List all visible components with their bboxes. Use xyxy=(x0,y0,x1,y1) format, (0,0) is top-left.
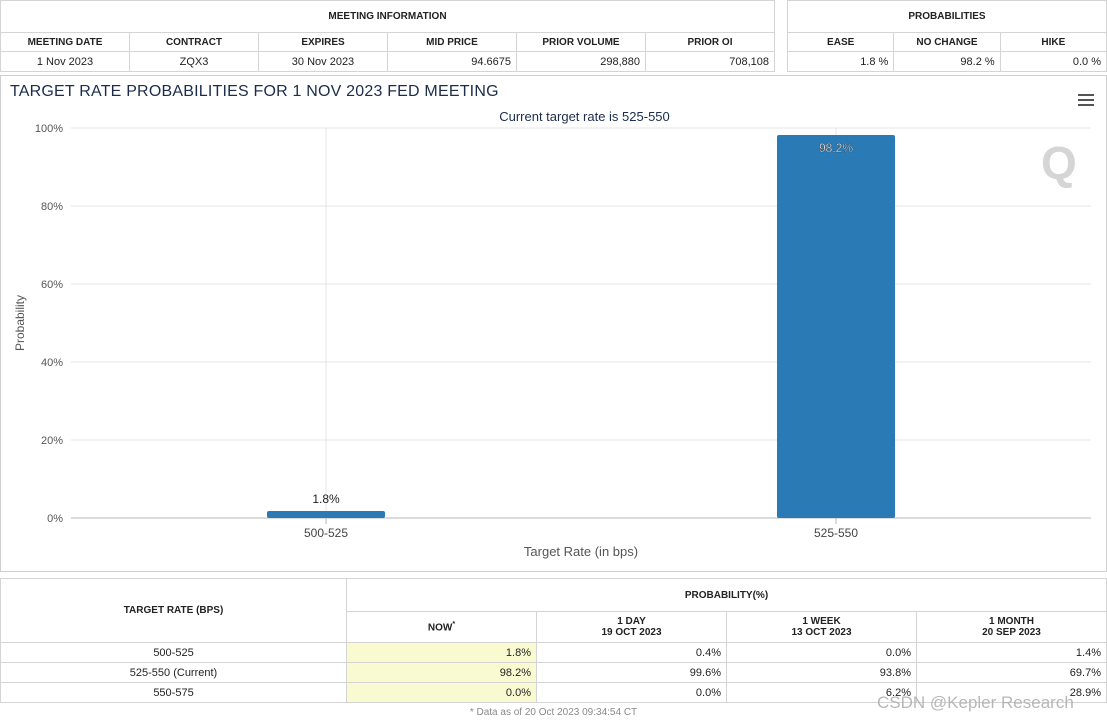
x-tick-label: 525-550 xyxy=(814,526,858,540)
row-1-month: 1.4% xyxy=(916,642,1107,663)
data-label: 98.2% xyxy=(819,141,853,155)
x-axis-title: Target Rate (in bps) xyxy=(524,544,638,559)
probability-history-table: TARGET RATE (BPS) PROBABILITY(%) NOW* 1 … xyxy=(0,578,1107,703)
value-expires: 30 Nov 2023 xyxy=(258,51,388,72)
watermark: CSDN @Kepler Research xyxy=(877,693,1074,712)
y-tick-label: 40% xyxy=(41,357,63,369)
chart-subtitle: Current target rate is 525-550 xyxy=(499,109,670,124)
header-hike: HIKE xyxy=(999,32,1107,52)
y-tick-label: 20% xyxy=(41,435,63,447)
row-1-week: 0.0% xyxy=(726,642,917,663)
probabilities-title: PROBABILITIES xyxy=(787,0,1107,33)
header-expires: EXPIRES xyxy=(258,32,388,52)
data-label: 1.8% xyxy=(312,492,340,506)
row-1-day: 0.4% xyxy=(536,642,727,663)
value-no-change: 98.2 % xyxy=(893,51,1001,72)
value-hike: 0.0 % xyxy=(999,51,1107,72)
row-1-day: 0.0% xyxy=(536,682,727,703)
y-tick-label: 100% xyxy=(35,123,63,135)
header-ease: EASE xyxy=(786,32,895,52)
header-target-rate: TARGET RATE (BPS) xyxy=(0,578,347,643)
value-prior-volume: 298,880 xyxy=(516,51,646,72)
table-row: 550-575 0.0% 0.0% 6.2% 28.9% xyxy=(0,682,1107,703)
table-row: 525-550 (Current) 98.2% 99.6% 93.8% 69.7… xyxy=(0,662,1107,683)
y-tick-label: 60% xyxy=(41,279,63,291)
y-tick-label: 80% xyxy=(41,201,63,213)
header-prior-volume: PRIOR VOLUME xyxy=(516,32,646,52)
header-prior-oi: PRIOR OI xyxy=(645,32,775,52)
hamburger-menu-icon[interactable] xyxy=(1078,94,1094,106)
data-timestamp-footnote: * Data as of 20 Oct 2023 09:34:54 CT xyxy=(469,707,638,718)
chart-panel: TARGET RATE PROBABILITIES FOR 1 NOV 2023… xyxy=(0,75,1107,572)
x-tick-label: 500-525 xyxy=(304,526,348,540)
meeting-info-title: MEETING INFORMATION xyxy=(0,0,775,33)
header-probability-group: PROBABILITY(%) xyxy=(346,578,1107,612)
header-now: NOW* xyxy=(346,611,537,643)
chart-title: TARGET RATE PROBABILITIES FOR 1 NOV 2023… xyxy=(10,83,499,100)
header-1-day: 1 DAY 19 OCT 2023 xyxy=(536,611,727,643)
row-now: 98.2% xyxy=(346,662,537,683)
row-rate: 525-550 (Current) xyxy=(0,662,347,683)
header-1-week: 1 WEEK 13 OCT 2023 xyxy=(726,611,917,643)
bar-chart: 0% 20% 40% 60% 80% 100% 500-525 525-550 1.8% 98.2… xyxy=(13,123,1091,559)
y-axis-title: Probability xyxy=(13,295,27,351)
q-logo: Q xyxy=(1041,137,1077,189)
row-1-day: 99.6% xyxy=(536,662,727,683)
header-mid-price: MID PRICE xyxy=(387,32,517,52)
row-1-month: 69.7% xyxy=(916,662,1107,683)
probabilities-table: PROBABILITIES EASE NO CHANGE HIKE 1.8 % … xyxy=(786,0,1107,72)
row-rate: 550-575 xyxy=(0,682,347,703)
value-mid-price: 94.6675 xyxy=(387,51,517,72)
row-now: 0.0% xyxy=(346,682,537,703)
row-now: 1.8% xyxy=(346,642,537,663)
y-tick-label: 0% xyxy=(47,513,63,525)
value-prior-oi: 708,108 xyxy=(645,51,775,72)
bar xyxy=(777,135,895,518)
header-1-month: 1 MONTH 20 SEP 2023 xyxy=(916,611,1107,643)
header-contract: CONTRACT xyxy=(129,32,259,52)
row-1-month: 28.9% xyxy=(916,682,1107,703)
row-1-week: 6.2% xyxy=(726,682,917,703)
table-row: 500-525 1.8% 0.4% 0.0% 1.4% xyxy=(0,642,1107,663)
value-contract: ZQX3 xyxy=(129,51,259,72)
value-ease: 1.8 % xyxy=(786,51,895,72)
header-meeting-date: MEETING DATE xyxy=(0,32,130,52)
bar xyxy=(267,510,385,518)
row-1-week: 93.8% xyxy=(726,662,917,683)
value-meeting-date: 1 Nov 2023 xyxy=(0,51,130,72)
row-rate: 500-525 xyxy=(0,642,347,663)
header-no-change: NO CHANGE xyxy=(893,32,1001,52)
meeting-info-table: MEETING INFORMATION MEETING DATE CONTRAC… xyxy=(0,0,775,72)
